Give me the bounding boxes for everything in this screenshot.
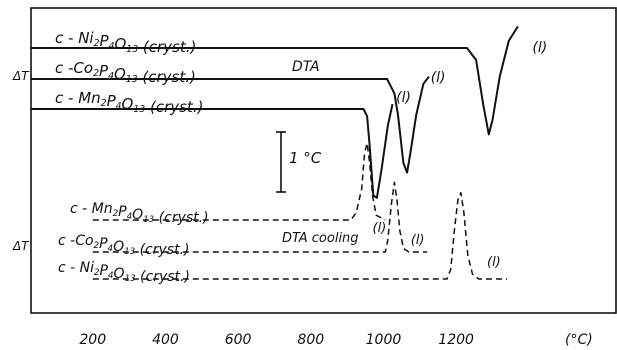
heating-melt-label: (l) (396, 90, 411, 106)
label-part: c -Co (55, 59, 93, 77)
label-part: O (113, 239, 124, 255)
label-part: 4 (108, 244, 114, 254)
label-part: 2 (93, 68, 99, 79)
label-part: c - Mn (70, 201, 113, 217)
label-part: (cryst.) (154, 210, 208, 226)
x-axis-ticks: 200 400 600 800 1000 1200 (79, 332, 474, 348)
y-axis-label-upper: ΔT (12, 69, 30, 83)
x-tick-label: 200 (79, 332, 106, 348)
heating-curve-label: c - Ni2P4O13 (cryst.) (55, 29, 196, 56)
x-tick-label: 800 (297, 332, 324, 348)
label-part: 2 (94, 38, 100, 49)
label-part: 13 (143, 215, 154, 225)
y-axis-label-lower: ΔT (12, 239, 30, 253)
label-part: 2 (94, 241, 100, 251)
cooling-curve-1 (92, 181, 428, 253)
label-part: P (99, 236, 108, 252)
label-part: 13 (126, 44, 138, 55)
label-part: 4 (127, 212, 133, 222)
heating-curve-label: c -Co2P4O13 (cryst.) (55, 59, 196, 86)
cooling-melt-label: (l) (411, 233, 425, 248)
curves-layer: c - Ni2P4O13 (cryst.) (l)c -Co2P4O13 (cry… (31, 25, 547, 285)
label-part: 13 (125, 274, 136, 284)
x-tick-label: 400 (152, 332, 179, 348)
annotation-dta: DTA (292, 59, 320, 75)
label-part: 4 (116, 101, 122, 112)
heating-curve-label: c - Mn2P4O13 (cryst.) (55, 89, 203, 116)
cooling-curve-0 (92, 142, 386, 221)
x-axis-unit: (°C) (565, 332, 593, 348)
label-part: P (99, 62, 109, 80)
label-part: 2 (94, 268, 100, 278)
label-part: c - Ni (55, 29, 94, 47)
label-part: 13 (124, 247, 135, 257)
x-tick-label: 600 (225, 332, 252, 348)
cooling-melt-label: (l) (373, 221, 387, 236)
label-part: P (100, 32, 110, 50)
label-part: 2 (113, 209, 119, 219)
label-part: P (100, 263, 109, 279)
x-tick-label: 1000 (366, 332, 402, 348)
label-part: 13 (126, 74, 138, 85)
label-part: P (118, 204, 127, 220)
label-part: 2 (101, 98, 107, 109)
label-part: 4 (108, 271, 114, 281)
label-part: O (114, 35, 126, 53)
annotation-dta-cooling: DTA cooling (282, 231, 359, 246)
x-tick-label: 1200 (438, 332, 474, 348)
label-part: (cryst.) (136, 269, 190, 285)
heating-melt-label: (l) (532, 40, 547, 56)
label-part: O (114, 266, 125, 282)
heating-curve-1 (31, 75, 430, 174)
cooling-curve-label: c - Ni2P4O13 (cryst.) (58, 260, 190, 285)
label-part: P (107, 92, 117, 110)
label-part: (cryst.) (145, 98, 203, 116)
label-part: (cryst.) (138, 38, 196, 56)
cooling-melt-label: (l) (487, 255, 501, 270)
label-part: c - Mn (55, 89, 101, 107)
plot-frame (30, 7, 617, 314)
scale-bar-label: 1 °C (289, 149, 322, 167)
heating-curve-2 (31, 103, 394, 199)
label-part: O (122, 95, 134, 113)
cooling-curve-label: c - Mn2P4O13 (cryst.) (70, 201, 209, 226)
cooling-curve-2 (92, 191, 507, 280)
heating-melt-label: (l) (431, 70, 446, 86)
label-part: O (132, 207, 143, 223)
label-part: (cryst.) (138, 68, 196, 86)
label-part: O (114, 65, 126, 83)
cooling-curve-label: c -Co2P4O13 (cryst.) (58, 233, 190, 258)
label-part: c -Co (58, 233, 94, 249)
label-part: 13 (133, 104, 145, 115)
label-part: 4 (108, 71, 114, 82)
heating-curve-0 (31, 25, 519, 136)
label-part: c - Ni (58, 260, 94, 276)
label-part: (cryst.) (135, 242, 189, 258)
label-part: 4 (109, 41, 115, 52)
scale-bar: 1 °C (276, 131, 322, 193)
